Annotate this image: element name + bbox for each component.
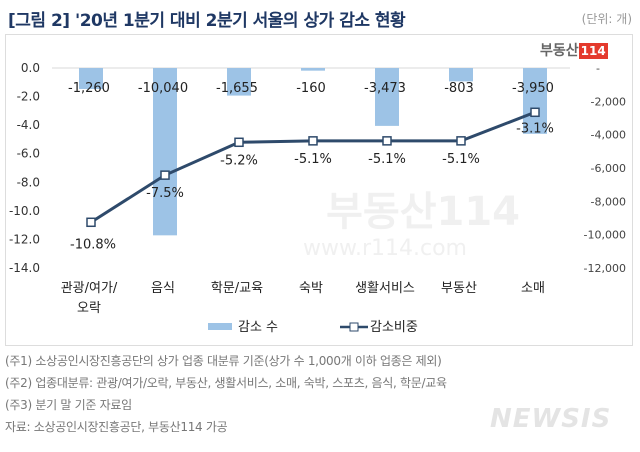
right-tick: -2,000	[591, 95, 626, 108]
bar	[227, 68, 251, 96]
line-label: -3.1%	[516, 121, 554, 136]
left-tick: -4.0	[17, 118, 40, 132]
bar	[523, 68, 547, 134]
newsis-watermark: NEWSIS	[490, 404, 612, 434]
legend-bar-swatch	[208, 323, 232, 330]
line-point	[382, 136, 392, 146]
line-label: -5.2%	[220, 153, 258, 168]
logo: 부동산 114	[540, 43, 608, 59]
right-tick: -	[596, 62, 600, 75]
chart-title: [그림 2] '20년 1분기 대비 2분기 서울의 상가 감소 현황	[8, 11, 406, 31]
category-label: 부동산	[441, 281, 477, 296]
bar-label: -10,040	[138, 81, 188, 96]
bar-label: -803	[444, 81, 474, 96]
notes: (주1) 소상공인시장진흥공단의 상가 업종 대분류 기준(상가 수 1,000…	[5, 350, 447, 438]
left-tick: -14.0	[9, 261, 40, 275]
left-tick: -10.0	[9, 204, 40, 218]
line-label: -10.8%	[70, 237, 116, 252]
left-tick: 0.0	[21, 61, 40, 75]
line-label: -5.1%	[442, 152, 480, 167]
line-label: -7.5%	[146, 186, 184, 201]
line-point	[530, 107, 540, 118]
line-point	[86, 217, 96, 228]
category-label: 관광/여가/	[61, 281, 118, 296]
bar-label: -160	[296, 81, 326, 96]
left-tick: -6.0	[17, 147, 40, 161]
note-1: (주1) 소상공인시장진흥공단의 상가 업종 대분류 기준(상가 수 1,000…	[5, 354, 442, 368]
right-tick: -12,000	[584, 262, 626, 275]
category-label: 생활서비스	[355, 281, 415, 296]
right-tick: -8,000	[591, 195, 626, 208]
chart-frame	[5, 34, 633, 346]
legend-line-label: 감소비중	[370, 320, 418, 335]
note-3: (주3) 분기 말 기준 자료임	[5, 398, 132, 412]
legend-bar-label: 감소 수	[238, 320, 278, 335]
bar-label: -3,950	[512, 81, 554, 96]
right-tick: -10,000	[584, 229, 626, 242]
line-point	[308, 136, 318, 146]
category-label: 숙박	[299, 281, 323, 296]
line-point	[456, 136, 466, 146]
line-label: -5.1%	[294, 152, 332, 167]
bar-label: -3,473	[364, 81, 406, 96]
right-tick: -6,000	[591, 162, 626, 175]
left-tick: -2.0	[17, 90, 40, 104]
right-tick: -4,000	[591, 129, 626, 142]
watermark-logo: 부동산114	[326, 189, 520, 235]
left-tick: -8.0	[17, 175, 40, 189]
bar	[301, 68, 325, 71]
bar	[153, 68, 177, 236]
bar-label: -1,260	[68, 81, 110, 96]
line-label: -5.1%	[368, 152, 406, 167]
legend-line-marker	[349, 322, 359, 332]
source: 자료: 소상공인시장진흥공단, 부동산114 가공	[5, 420, 228, 434]
note-2: (주2) 업종대분류: 관광/여가/오락, 부동산, 생활서비스, 소매, 숙박…	[5, 376, 447, 390]
bar	[375, 68, 399, 126]
bar	[449, 68, 473, 82]
bar-label: -1,655	[216, 81, 258, 96]
category-label: 학문/교육	[211, 281, 263, 296]
line-point	[234, 137, 244, 148]
category-label: 소매	[521, 281, 545, 296]
line-point	[160, 170, 170, 180]
bar	[79, 68, 103, 89]
category-label: 음식	[151, 281, 175, 296]
watermark-url: www.r114.com	[303, 236, 467, 261]
category-label: 오락	[77, 301, 101, 316]
unit-label: (단위: 개)	[581, 12, 632, 26]
left-tick: -12.0	[9, 232, 40, 246]
